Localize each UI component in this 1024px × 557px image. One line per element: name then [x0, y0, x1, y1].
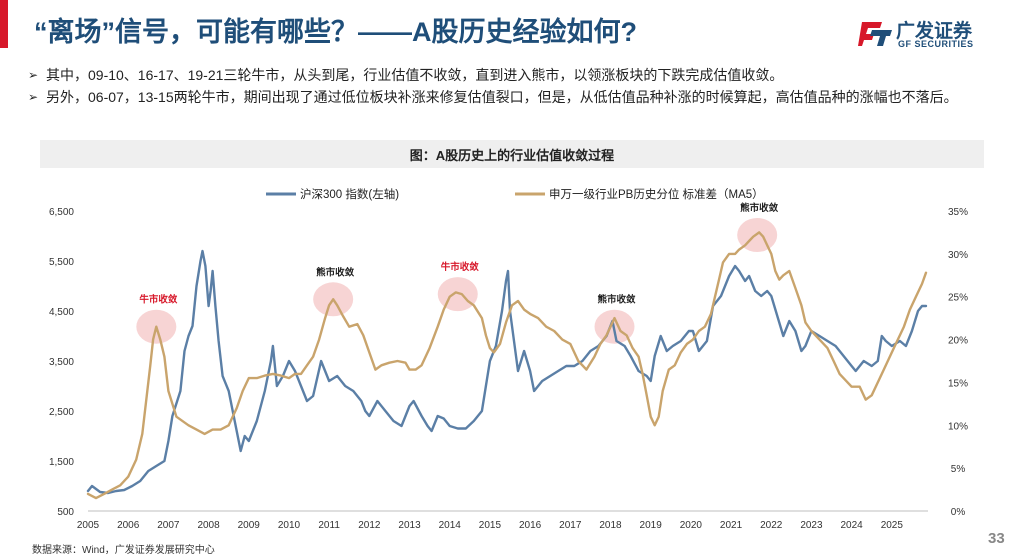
source-note: 数据来源：Wind，广发证券发展研究中心 [32, 545, 215, 556]
y-left-tick-label: 2,500 [49, 407, 74, 418]
x-tick-label: 2013 [398, 520, 421, 531]
page-title: “离场”信号，可能有哪些？——A股历史经验如何? [34, 17, 637, 47]
legend-label: 申万一级行业PB历史分位 标准差（MA5） [549, 187, 764, 201]
x-tick-label: 2005 [77, 520, 100, 531]
y-right-tick-label: 15% [948, 378, 968, 389]
x-tick-label: 2025 [881, 520, 904, 531]
annotation-label: 熊市收敛 [316, 266, 355, 278]
x-tick-label: 2010 [278, 520, 301, 531]
bullet-text: 其中，09-10、16-17、19-21三轮牛市，从头到尾，行业估值不收敛，直到… [46, 67, 784, 83]
legend-label: 沪深300 指数(左轴) [300, 187, 399, 201]
y-left-tick-label: 6,500 [49, 207, 74, 218]
annotation-label: 熊市收敛 [740, 202, 779, 214]
logo-chinese-text: 广发证券 [896, 21, 973, 42]
x-tick-label: 2009 [238, 520, 261, 531]
x-tick-label: 2023 [800, 520, 823, 531]
y-left-tick-label: 1,500 [49, 457, 74, 468]
line-chart: 2005 2006 2007 2008 2009 2010 2011 2012 2013 2014… [49, 187, 968, 531]
y-left-tick-label: 4,500 [49, 307, 74, 318]
y-right-tick-label: 0% [951, 507, 966, 518]
y-left-tick-label: 500 [57, 507, 74, 518]
page-number: 33 [988, 530, 1005, 547]
gf-logo-icon [858, 22, 892, 46]
x-tick-label: 2007 [157, 520, 180, 531]
bullet-text: 另外，06-07，13-15两轮牛市，期间出现了通过低位板块补涨来修复估值裂口，… [46, 89, 958, 105]
y-left-tick-label: 3,500 [49, 357, 74, 368]
x-tick-label: 2018 [599, 520, 622, 531]
x-tick-label: 2014 [439, 520, 462, 531]
x-tick-label: 2006 [117, 520, 140, 531]
y-right-tick-label: 30% [948, 250, 968, 261]
x-tick-label: 2012 [358, 520, 381, 531]
annotation-label: 牛市收敛 [441, 261, 480, 273]
x-tick-label: 2011 [318, 520, 340, 531]
logo-english-text: GF SECURITIES [898, 39, 974, 49]
x-tick-label: 2021 [720, 520, 743, 531]
arrow-bullet-icon: ➢ [28, 68, 39, 82]
chart-container: 图：A股历史上的行业估值收敛过程 2005 2006 2007 2008 2009 201… [40, 140, 984, 536]
x-tick-label: 2016 [519, 520, 542, 531]
left-accent-bar [0, 0, 8, 48]
x-tick-label: 2015 [479, 520, 502, 531]
annotation-label: 熊市收敛 [597, 294, 636, 306]
y-right-tick-label: 10% [948, 421, 968, 432]
y-left-tick-label: 5,500 [49, 257, 74, 268]
hs300-series-line [86, 249, 928, 495]
arrow-bullet-icon: ➢ [28, 90, 39, 104]
x-tick-label: 2024 [841, 520, 864, 531]
bullet-list: ➢ 其中，09-10、16-17、19-21三轮牛市，从头到尾，行业估值不收敛，… [28, 64, 1018, 108]
chart-title: 图：A股历史上的行业估值收敛过程 [409, 148, 615, 163]
y-right-tick-label: 5% [951, 464, 966, 475]
x-tick-label: 2020 [680, 520, 703, 531]
y-right-tick-label: 35% [948, 207, 968, 218]
x-tick-label: 2022 [760, 520, 783, 531]
chart-title-band [40, 140, 984, 168]
x-tick-label: 2019 [640, 520, 663, 531]
x-tick-label: 2008 [197, 520, 220, 531]
bullet-item: ➢ 另外，06-07，13-15两轮牛市，期间出现了通过低位板块补涨来修复估值裂… [28, 86, 1018, 108]
bullet-item: ➢ 其中，09-10、16-17、19-21三轮牛市，从头到尾，行业估值不收敛，… [28, 64, 1018, 86]
y-right-tick-label: 20% [948, 336, 968, 347]
annotation-label: 牛市收敛 [139, 294, 178, 306]
y-right-tick-label: 25% [948, 293, 968, 304]
x-tick-label: 2017 [559, 520, 582, 531]
pb-std-series-line [86, 231, 928, 500]
company-logo: 广发证券 GF SECURITIES [858, 14, 1008, 54]
